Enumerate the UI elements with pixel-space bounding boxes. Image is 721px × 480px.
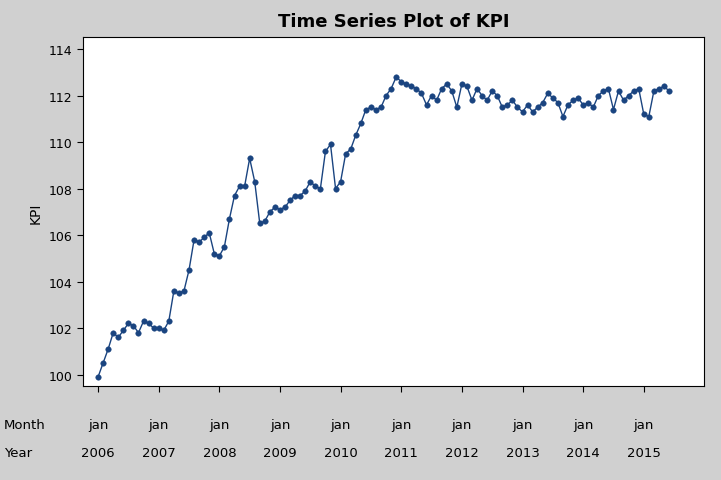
Text: 2011: 2011 xyxy=(384,445,418,459)
Text: jan: jan xyxy=(209,418,229,432)
Text: 2014: 2014 xyxy=(566,445,600,459)
Text: jan: jan xyxy=(149,418,169,432)
Text: jan: jan xyxy=(634,418,654,432)
Text: 2012: 2012 xyxy=(445,445,479,459)
Text: jan: jan xyxy=(88,418,108,432)
Text: jan: jan xyxy=(573,418,593,432)
Title: Time Series Plot of KPI: Time Series Plot of KPI xyxy=(278,13,510,31)
Text: 2013: 2013 xyxy=(505,445,539,459)
Y-axis label: KPI: KPI xyxy=(29,202,43,223)
Text: jan: jan xyxy=(330,418,351,432)
Text: jan: jan xyxy=(391,418,412,432)
Text: 2007: 2007 xyxy=(142,445,176,459)
Text: 2009: 2009 xyxy=(263,445,297,459)
Text: 2010: 2010 xyxy=(324,445,358,459)
Text: jan: jan xyxy=(451,418,472,432)
Text: jan: jan xyxy=(270,418,290,432)
Text: jan: jan xyxy=(513,418,533,432)
Text: 2006: 2006 xyxy=(81,445,115,459)
Text: Month: Month xyxy=(4,418,45,432)
Text: 2008: 2008 xyxy=(203,445,236,459)
Text: Year: Year xyxy=(4,445,32,459)
Text: 2015: 2015 xyxy=(627,445,660,459)
